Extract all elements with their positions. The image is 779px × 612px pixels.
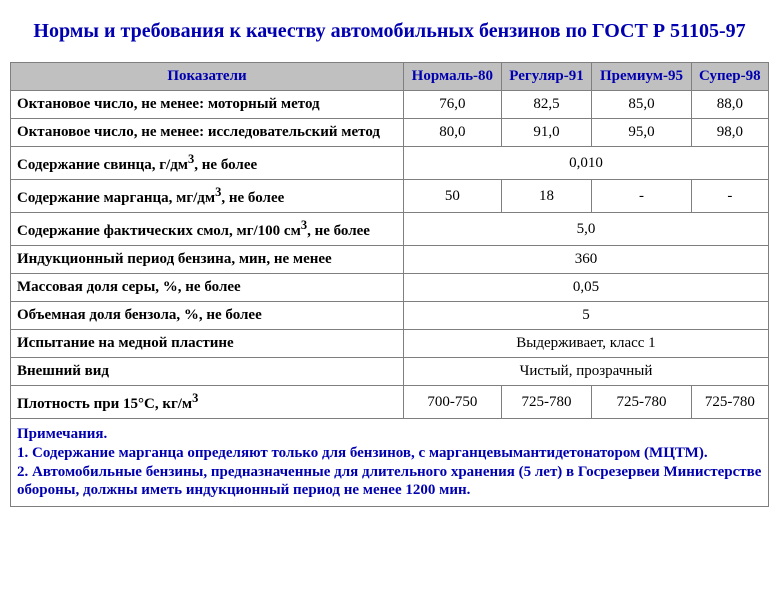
table-row: Содержание марганца, мг/дм3, не более501…	[11, 180, 769, 213]
row-label: Массовая доля серы, %, не более	[11, 274, 404, 302]
row-value: -	[691, 180, 768, 213]
row-value: 725-780	[501, 386, 592, 419]
table-row: Индукционный период бензина, мин, не мен…	[11, 246, 769, 274]
row-value: 82,5	[501, 91, 592, 119]
table-row: Октановое число, не менее: моторный мето…	[11, 91, 769, 119]
row-value: 700-750	[404, 386, 502, 419]
row-value: 18	[501, 180, 592, 213]
col-regular91: Регуляр-91	[501, 63, 592, 91]
row-value: 50	[404, 180, 502, 213]
row-label: Испытание на медной пластине	[11, 330, 404, 358]
row-value: 725-780	[691, 386, 768, 419]
row-label: Содержание свинца, г/дм3, не более	[11, 147, 404, 180]
col-normal80: Нормаль-80	[404, 63, 502, 91]
row-label: Содержание марганца, мг/дм3, не более	[11, 180, 404, 213]
table-row: Массовая доля серы, %, не более0,05	[11, 274, 769, 302]
page-title: Нормы и требования к качеству автомобиль…	[10, 18, 769, 44]
row-span-value: Чистый, прозрачный	[404, 358, 769, 386]
col-indicator: Показатели	[11, 63, 404, 91]
row-value: 91,0	[501, 119, 592, 147]
notes-line2: 2. Автомобильные бензины, предназначенны…	[17, 464, 761, 499]
row-value: 98,0	[691, 119, 768, 147]
row-label: Октановое число, не менее: исследователь…	[11, 119, 404, 147]
row-value: 725-780	[592, 386, 691, 419]
row-value: 85,0	[592, 91, 691, 119]
notes-line1: 1. Содержание марганца определяют только…	[17, 445, 708, 461]
row-span-value: 0,05	[404, 274, 769, 302]
table-row: Объемная доля бензола, %, не более5	[11, 302, 769, 330]
row-value: 80,0	[404, 119, 502, 147]
table-row: Испытание на медной пластинеВыдерживает,…	[11, 330, 769, 358]
table-row: Внешний видЧистый, прозрачный	[11, 358, 769, 386]
row-label: Индукционный период бензина, мин, не мен…	[11, 246, 404, 274]
row-label: Объемная доля бензола, %, не более	[11, 302, 404, 330]
table-row: Содержание фактических смол, мг/100 см3,…	[11, 213, 769, 246]
row-value: 88,0	[691, 91, 768, 119]
notes-title: Примечания.	[17, 426, 107, 442]
row-span-value: 0,010	[404, 147, 769, 180]
row-span-value: 360	[404, 246, 769, 274]
row-label: Октановое число, не менее: моторный мето…	[11, 91, 404, 119]
header-row: Показатели Нормаль-80 Регуляр-91 Премиум…	[11, 63, 769, 91]
notes-row: Примечания. 1. Содержание марганца опред…	[11, 419, 769, 507]
row-label: Внешний вид	[11, 358, 404, 386]
row-value: 76,0	[404, 91, 502, 119]
standards-table: Показатели Нормаль-80 Регуляр-91 Премиум…	[10, 62, 769, 507]
row-value: 95,0	[592, 119, 691, 147]
col-premium95: Премиум-95	[592, 63, 691, 91]
table-row: Октановое число, не менее: исследователь…	[11, 119, 769, 147]
table-row: Плотность при 15°С, кг/м3700-750725-7807…	[11, 386, 769, 419]
row-label: Плотность при 15°С, кг/м3	[11, 386, 404, 419]
row-span-value: Выдерживает, класс 1	[404, 330, 769, 358]
row-span-value: 5,0	[404, 213, 769, 246]
notes-cell: Примечания. 1. Содержание марганца опред…	[11, 419, 769, 507]
col-super98: Супер-98	[691, 63, 768, 91]
row-label: Содержание фактических смол, мг/100 см3,…	[11, 213, 404, 246]
row-value: -	[592, 180, 691, 213]
table-row: Содержание свинца, г/дм3, не более0,010	[11, 147, 769, 180]
row-span-value: 5	[404, 302, 769, 330]
